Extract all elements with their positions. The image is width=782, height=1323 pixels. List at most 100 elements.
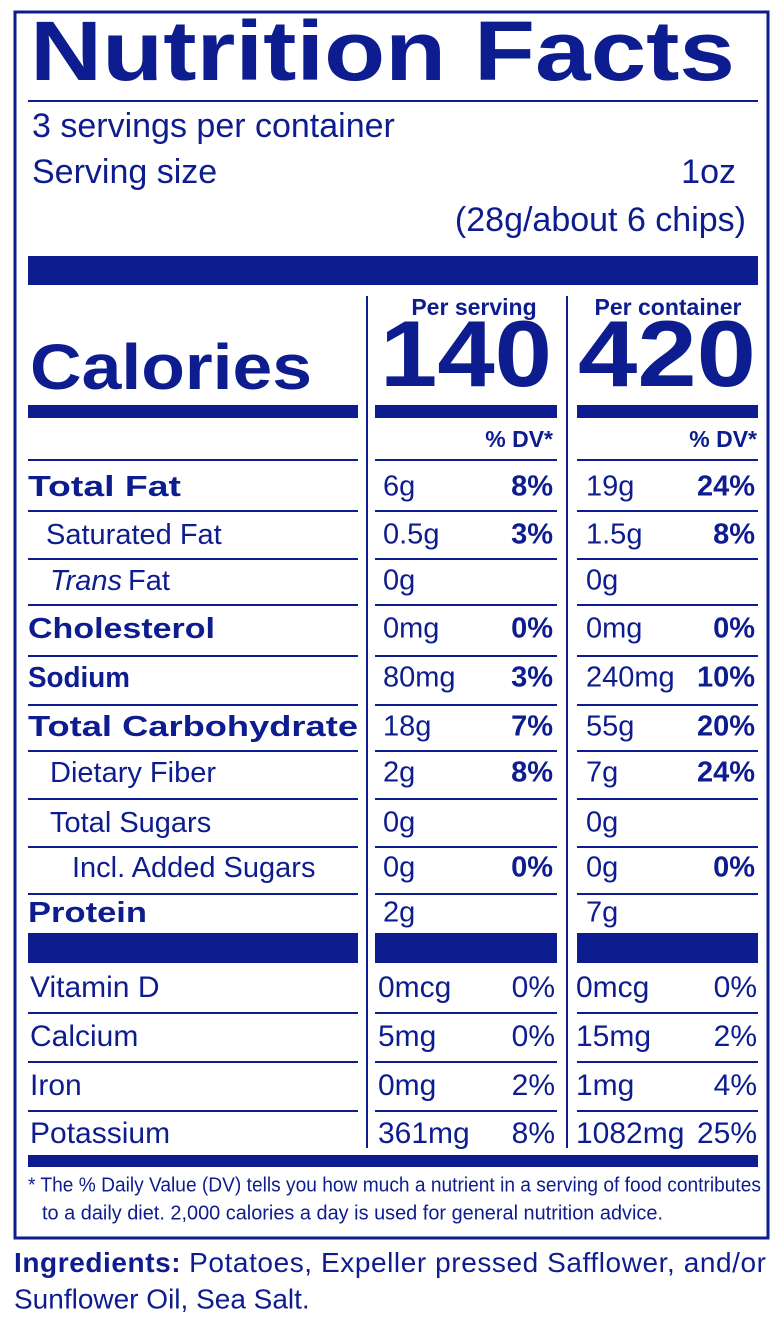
amount: 0g — [383, 852, 415, 884]
amount: 5mg — [378, 1020, 436, 1053]
rule — [577, 1061, 758, 1063]
vitamin-name: Potassium — [30, 1117, 170, 1150]
container-amount: 0mcg — [576, 971, 649, 1004]
nutrient-name: Total Sugars — [50, 807, 211, 839]
rule — [375, 1012, 557, 1014]
container-dv: 10% — [697, 662, 755, 694]
per-serving-header: Per serving — [411, 294, 536, 320]
serving-size-amount: 1oz — [681, 153, 736, 191]
nutrient-name: Sodium — [28, 662, 130, 694]
container-amount: 1mg — [576, 1069, 634, 1102]
rule — [577, 405, 758, 418]
rule — [375, 1061, 557, 1063]
dv: 7% — [511, 711, 553, 743]
amount: 0g — [383, 807, 415, 839]
rule — [577, 933, 758, 963]
rule — [577, 1110, 758, 1112]
rule — [375, 655, 557, 657]
nutrient-name: Protein — [28, 897, 147, 929]
amount: 0mg — [383, 613, 439, 645]
rule — [28, 655, 358, 657]
rule — [28, 893, 358, 895]
container-dv: 24% — [697, 471, 755, 503]
thick-bar — [28, 1155, 758, 1167]
container-dv: 0% — [714, 971, 757, 1004]
nutrient-name: Sodium — [28, 662, 130, 694]
ingredients: Ingredients: Potatoes, Expeller pressed S… — [14, 1247, 766, 1278]
rule — [577, 604, 758, 606]
amount: 18g — [383, 711, 431, 743]
dv: 8% — [512, 1117, 555, 1150]
rule — [28, 704, 358, 706]
dv: 0% — [512, 971, 555, 1004]
container-dv: 0% — [713, 613, 755, 645]
container-amount: 1.5g — [586, 519, 642, 551]
calories-per-container: 420 — [578, 301, 756, 406]
rule — [375, 846, 557, 848]
nutrient-name: Dietary Fiber — [50, 757, 216, 789]
nutrient-name: Total Fat — [28, 471, 181, 503]
nutrient-name: Fat — [128, 565, 170, 597]
nutrient-name: Saturated Fat — [46, 519, 222, 551]
nutrient-name: Total Carbohydrate — [28, 711, 358, 743]
calories-per-serving: 140 — [380, 301, 552, 406]
amount: 2g — [383, 897, 415, 929]
column-divider — [566, 296, 568, 1148]
rule — [375, 405, 557, 418]
rule — [28, 1061, 358, 1063]
amount: 361mg — [378, 1117, 470, 1150]
rule — [375, 1110, 557, 1112]
amount: 0.5g — [383, 519, 439, 551]
container-amount: 55g — [586, 711, 634, 743]
nutrient-name: Protein — [28, 897, 147, 929]
container-amount: 0g — [586, 807, 618, 839]
rule — [577, 655, 758, 657]
column-divider — [366, 296, 368, 1148]
rule — [577, 893, 758, 895]
nutrient-name: Total Carbohydrate — [28, 711, 358, 743]
thick-bar — [28, 256, 758, 285]
dv: 0% — [511, 852, 553, 884]
amount: 0g — [383, 565, 415, 597]
footnote: to a daily diet. 2,000 calories a day is… — [42, 1202, 663, 1224]
ingredients-label: Ingredients: — [14, 1247, 181, 1278]
rule — [28, 750, 358, 752]
dv: 2% — [512, 1069, 555, 1102]
ingredients-text: Sunflower Oil, Sea Salt. — [14, 1283, 310, 1314]
dv: 0% — [511, 613, 553, 645]
nutrient-name: Total Sugars — [50, 807, 211, 839]
rule — [28, 933, 358, 963]
rule — [375, 750, 557, 752]
rule — [375, 798, 557, 800]
per-container-header: Per container — [595, 294, 742, 320]
nutrient-name: Cholesterol — [28, 613, 215, 645]
rule — [375, 604, 557, 606]
container-dv: 20% — [697, 711, 755, 743]
rule — [577, 1012, 758, 1014]
container-dv: 4% — [714, 1069, 757, 1102]
dv: 3% — [511, 662, 553, 694]
rule — [577, 798, 758, 800]
rule — [375, 558, 557, 560]
container-amount: 19g — [586, 471, 634, 503]
rule — [375, 893, 557, 895]
serving-size-detail: (28g/about 6 chips) — [455, 201, 746, 239]
amount: 0mg — [378, 1069, 436, 1102]
container-amount: 7g — [586, 757, 618, 789]
container-amount: 0g — [586, 565, 618, 597]
container-dv: 8% — [713, 519, 755, 551]
rule — [28, 1110, 358, 1112]
rule — [577, 846, 758, 848]
rule — [375, 704, 557, 706]
vitamin-name: Calcium — [30, 1020, 138, 1053]
rule — [375, 510, 557, 512]
dv: 8% — [511, 757, 553, 789]
container-dv: 24% — [697, 757, 755, 789]
title: Nutrition Facts — [30, 4, 735, 98]
container-amount: 15mg — [576, 1020, 651, 1053]
rule — [28, 459, 358, 461]
dv: 3% — [511, 519, 553, 551]
serving-size-label: Serving size — [32, 153, 217, 191]
rule — [28, 558, 358, 560]
